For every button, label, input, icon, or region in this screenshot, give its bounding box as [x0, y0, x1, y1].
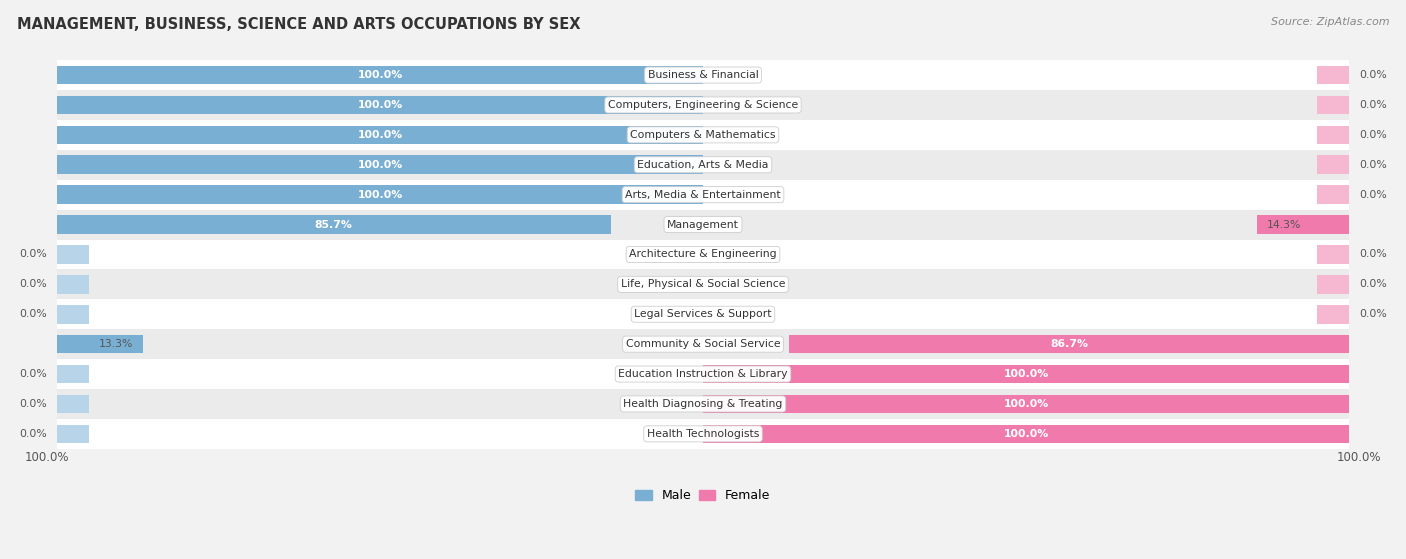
Text: Life, Physical & Social Science: Life, Physical & Social Science [621, 280, 785, 290]
Text: 100.0%: 100.0% [1337, 451, 1382, 463]
Text: Health Technologists: Health Technologists [647, 429, 759, 439]
Text: 0.0%: 0.0% [1358, 249, 1386, 259]
Bar [56, 335, 143, 353]
Text: 0.0%: 0.0% [1358, 309, 1386, 319]
Text: 85.7%: 85.7% [315, 220, 353, 230]
Bar [56, 186, 703, 204]
Bar [56, 210, 1350, 239]
Bar [1317, 186, 1350, 204]
Bar [1317, 66, 1350, 84]
Text: 0.0%: 0.0% [20, 399, 48, 409]
Text: 0.0%: 0.0% [20, 369, 48, 379]
Bar [56, 90, 1350, 120]
Bar [56, 96, 703, 114]
Text: 0.0%: 0.0% [20, 280, 48, 290]
Text: 100.0%: 100.0% [1004, 399, 1049, 409]
Text: 100.0%: 100.0% [357, 190, 402, 200]
Bar [56, 305, 89, 324]
Text: 100.0%: 100.0% [24, 451, 69, 463]
Text: 100.0%: 100.0% [357, 160, 402, 170]
Bar [56, 359, 1350, 389]
Text: 100.0%: 100.0% [357, 70, 402, 80]
Text: 86.7%: 86.7% [1050, 339, 1088, 349]
Text: Community & Social Service: Community & Social Service [626, 339, 780, 349]
Bar [56, 155, 703, 174]
Text: 100.0%: 100.0% [357, 130, 402, 140]
Bar [1317, 126, 1350, 144]
Bar [703, 395, 1350, 413]
Text: Management: Management [666, 220, 740, 230]
Text: 13.3%: 13.3% [98, 339, 134, 349]
Bar [56, 60, 1350, 90]
Bar [56, 179, 1350, 210]
Text: 0.0%: 0.0% [1358, 70, 1386, 80]
Text: MANAGEMENT, BUSINESS, SCIENCE AND ARTS OCCUPATIONS BY SEX: MANAGEMENT, BUSINESS, SCIENCE AND ARTS O… [17, 17, 581, 32]
Bar [56, 126, 703, 144]
Bar [1317, 96, 1350, 114]
Text: 0.0%: 0.0% [1358, 100, 1386, 110]
Text: 100.0%: 100.0% [1004, 369, 1049, 379]
Text: Education Instruction & Library: Education Instruction & Library [619, 369, 787, 379]
Bar [56, 66, 703, 84]
Bar [789, 335, 1350, 353]
Legend: Male, Female: Male, Female [630, 484, 776, 508]
Bar [56, 150, 1350, 179]
Text: Computers, Engineering & Science: Computers, Engineering & Science [607, 100, 799, 110]
Bar [56, 419, 1350, 449]
Bar [56, 329, 1350, 359]
Text: Legal Services & Support: Legal Services & Support [634, 309, 772, 319]
Text: 0.0%: 0.0% [20, 309, 48, 319]
Text: Source: ZipAtlas.com: Source: ZipAtlas.com [1271, 17, 1389, 27]
Bar [56, 269, 1350, 299]
Text: Computers & Mathematics: Computers & Mathematics [630, 130, 776, 140]
Bar [56, 365, 89, 383]
Text: 0.0%: 0.0% [1358, 160, 1386, 170]
Bar [1317, 305, 1350, 324]
Bar [703, 425, 1350, 443]
Text: Business & Financial: Business & Financial [648, 70, 758, 80]
Bar [56, 215, 610, 234]
Text: Arts, Media & Entertainment: Arts, Media & Entertainment [626, 190, 780, 200]
Bar [56, 245, 89, 264]
Text: 0.0%: 0.0% [20, 249, 48, 259]
Text: Education, Arts & Media: Education, Arts & Media [637, 160, 769, 170]
Text: 14.3%: 14.3% [1267, 220, 1301, 230]
Bar [56, 395, 89, 413]
Text: 0.0%: 0.0% [1358, 130, 1386, 140]
Bar [1317, 245, 1350, 264]
Text: 100.0%: 100.0% [357, 100, 402, 110]
Bar [1257, 215, 1350, 234]
Bar [1317, 275, 1350, 293]
Text: 0.0%: 0.0% [1358, 280, 1386, 290]
Bar [56, 120, 1350, 150]
Bar [56, 275, 89, 293]
Text: 0.0%: 0.0% [20, 429, 48, 439]
Bar [56, 239, 1350, 269]
Bar [56, 389, 1350, 419]
Text: Health Diagnosing & Treating: Health Diagnosing & Treating [623, 399, 783, 409]
Text: 0.0%: 0.0% [1358, 190, 1386, 200]
Bar [1317, 155, 1350, 174]
Bar [56, 425, 89, 443]
Bar [56, 299, 1350, 329]
Text: 100.0%: 100.0% [1004, 429, 1049, 439]
Text: Architecture & Engineering: Architecture & Engineering [630, 249, 776, 259]
Bar [703, 365, 1350, 383]
